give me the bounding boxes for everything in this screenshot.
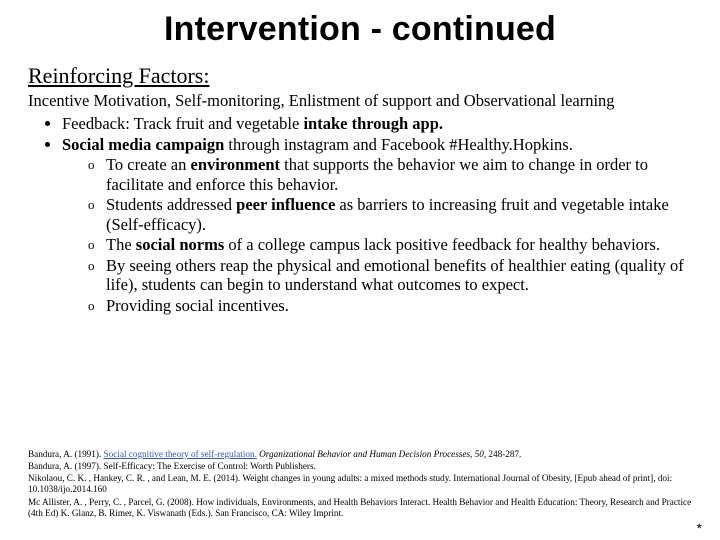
text-fragment: through instagram and Facebook #Healthy.…: [224, 135, 573, 154]
text-bold: peer influence: [236, 195, 335, 214]
reference-link[interactable]: Social cognitive theory of self-regulati…: [104, 449, 257, 459]
lead-paragraph: Incentive Motivation, Self-monitoring, E…: [28, 91, 688, 110]
text-fragment: Students addressed: [106, 195, 236, 214]
text-fragment: of a college campus lack positive feedba…: [224, 235, 660, 254]
bullet-item-social-media: Social media campaign through instagram …: [62, 135, 692, 315]
sub-item-peer-influence: Students addressed peer influence as bar…: [88, 195, 692, 234]
reference-3: Nikolaou, C. K. , Hankey, C. R. , and Le…: [28, 473, 692, 495]
text-bold: social norms: [136, 235, 224, 254]
references-block: Bandura, A. (1991). Social cognitive the…: [28, 448, 692, 520]
slide-title: Intervention - continued: [28, 10, 692, 49]
footnote-asterisk: *: [697, 520, 702, 536]
sub-item-social-norms: The social norms of a college campus lac…: [88, 235, 692, 254]
text-fragment: The: [106, 235, 136, 254]
text-fragment: Feedback: Track fruit and vegetable: [62, 114, 303, 133]
ref-text: , 248-287.: [484, 449, 522, 459]
text-bold: Social media campaign: [62, 135, 224, 154]
text-bold: environment: [191, 155, 281, 174]
sub-item-seeing-others: By seeing others reap the physical and e…: [88, 256, 692, 295]
text-fragment: By seeing others reap the physical and e…: [106, 256, 684, 294]
text-fragment: To create an: [106, 155, 191, 174]
reference-2: Bandura, A. (1997). Self-Efficacy: The E…: [28, 461, 692, 472]
bullet-list: Feedback: Track fruit and vegetable inta…: [28, 114, 692, 315]
bullet-item-feedback: Feedback: Track fruit and vegetable inta…: [62, 114, 692, 133]
reference-4: Mc Allister, A. , Perry, C. , Parcel, G.…: [28, 497, 692, 519]
section-heading: Reinforcing Factors:: [28, 63, 692, 89]
text-bold: intake through app.: [303, 114, 443, 133]
ref-italic: Organizational Behavior and Human Decisi…: [259, 449, 484, 459]
sub-item-incentives: Providing social incentives.: [88, 296, 692, 315]
sub-bullet-list: To create an environment that supports t…: [62, 155, 692, 315]
sub-item-environment: To create an environment that supports t…: [88, 155, 692, 194]
ref-text: Bandura, A. (1991).: [28, 449, 104, 459]
text-fragment: Providing social incentives.: [106, 296, 289, 315]
reference-1: Bandura, A. (1991). Social cognitive the…: [28, 449, 692, 460]
slide: Intervention - continued Reinforcing Fac…: [0, 0, 720, 540]
